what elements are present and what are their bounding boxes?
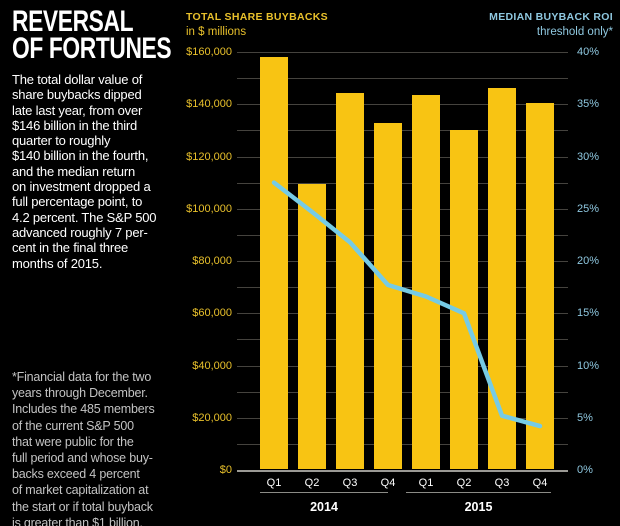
buyback-bar-q4-2014 <box>374 123 402 469</box>
left-axis-tick: $100,000 <box>186 202 232 215</box>
buyback-bar-q2-2015 <box>450 130 478 469</box>
year-group-label-2015: 2015 <box>464 500 493 514</box>
left-axis-tick: $40,000 <box>192 359 232 372</box>
right-axis-tick: 15% <box>577 307 600 320</box>
gridline <box>237 443 568 445</box>
intro-paragraph: The total dollar value of share buybacks… <box>12 72 157 271</box>
x-tick-q4-2014: Q4 <box>380 477 396 489</box>
right-axis-tick: 25% <box>577 202 600 215</box>
x-tick-q1-2015: Q1 <box>418 477 434 489</box>
headline-line-1: REVERSAL <box>12 5 134 38</box>
x-axis-baseline <box>237 469 568 472</box>
right-axis-legend: MEDIAN BUYBACK ROI threshold only* <box>489 11 613 38</box>
gridline <box>237 52 568 53</box>
gridline <box>237 130 568 132</box>
left-axis-tick: $120,000 <box>186 150 232 163</box>
x-tick-q2-2014: Q2 <box>304 477 320 489</box>
x-tick-q4-2015: Q4 <box>532 477 548 489</box>
year-group-line-2014 <box>260 492 388 493</box>
left-axis-tick: $80,000 <box>192 255 232 267</box>
buyback-bar-q3-2014 <box>336 93 364 469</box>
right-axis-tick: 35% <box>577 98 600 111</box>
gridline <box>237 78 568 80</box>
left-axis-tick: $60,000 <box>192 307 232 320</box>
right-axis-tick: 5% <box>577 411 593 424</box>
right-axis-legend-subtitle: threshold only* <box>536 26 613 38</box>
buyback-bar-q3-2015 <box>488 87 516 469</box>
right-axis-tick: 40% <box>577 46 600 58</box>
left-axis-legend-title: TOTAL SHARE BUYBACKS <box>186 11 328 23</box>
x-tick-q3-2015: Q3 <box>494 477 510 489</box>
buyback-bar-q2-2014 <box>298 184 326 469</box>
right-axis-tick: 10% <box>577 359 600 372</box>
x-tick-q1-2014: Q1 <box>266 477 282 489</box>
left-axis-tick: $140,000 <box>186 98 232 111</box>
buyback-bar-q4-2015 <box>526 103 554 469</box>
right-axis-tick: 30% <box>577 150 600 163</box>
x-tick-q3-2014: Q3 <box>342 477 358 489</box>
right-axis-tick: 0% <box>577 464 593 476</box>
left-axis-legend-subtitle: in $ millions <box>186 26 247 38</box>
left-axis-tick: $160,000 <box>186 46 232 58</box>
left-axis-tick: $0 <box>219 464 232 476</box>
headline-line-2: OF FORTUNES <box>12 32 172 65</box>
headline: REVERSAL OF FORTUNES <box>12 5 222 65</box>
gridline <box>237 156 568 158</box>
left-axis-tick: $20,000 <box>192 411 232 424</box>
left-axis-legend: TOTAL SHARE BUYBACKS in $ millions <box>186 11 328 38</box>
buyback-bar-q1-2014 <box>260 57 288 469</box>
right-axis-legend-title: MEDIAN BUYBACK ROI <box>489 11 613 23</box>
gridline <box>237 104 568 106</box>
year-group-line-2015 <box>406 492 551 493</box>
right-axis-tick: 20% <box>577 255 600 267</box>
footnote-text: *Financial data for the two years throug… <box>12 370 155 526</box>
buyback-bar-q1-2015 <box>412 95 440 469</box>
year-group-label-2014: 2014 <box>310 500 338 514</box>
x-tick-q2-2015: Q2 <box>456 477 472 489</box>
